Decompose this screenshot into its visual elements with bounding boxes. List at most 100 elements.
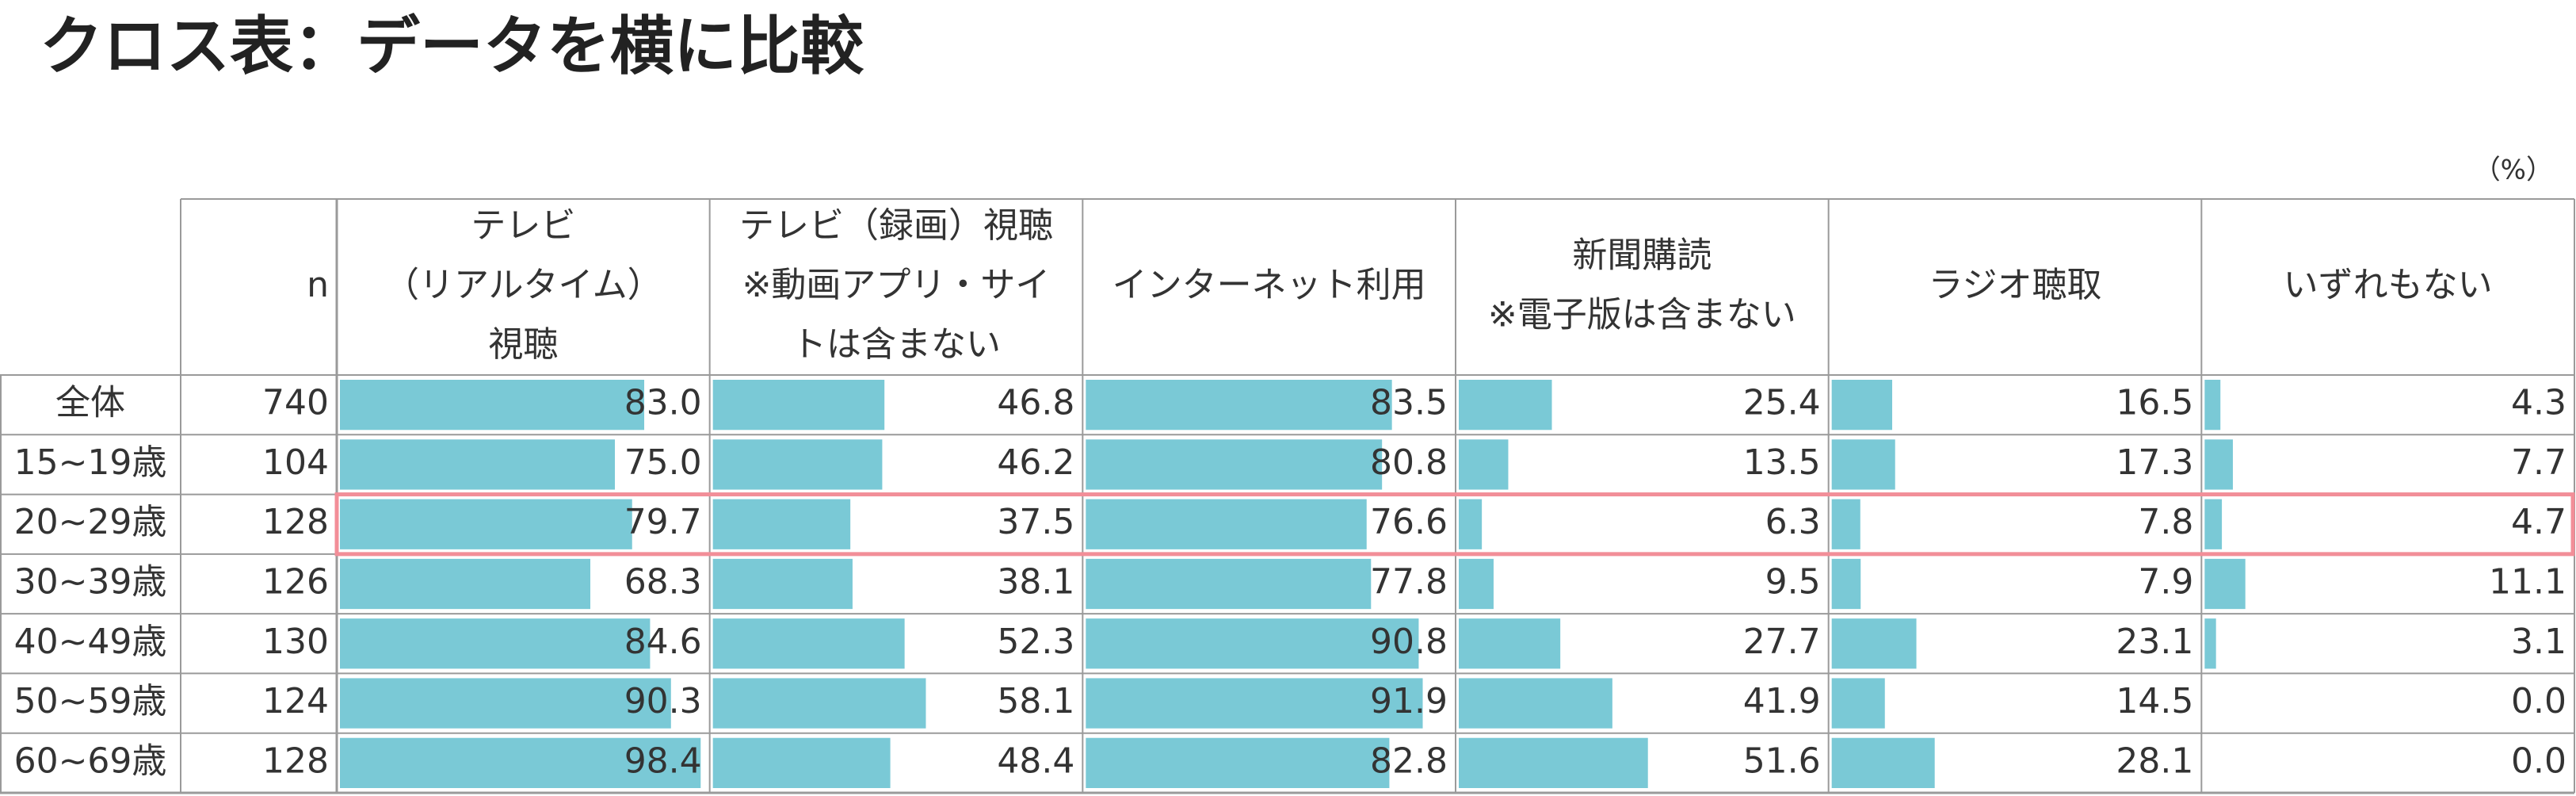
row-label: 50~59歳 <box>14 681 167 721</box>
bar <box>712 499 851 549</box>
column-header: 視聴 <box>488 324 558 365</box>
cell-value: 13.5 <box>1743 442 1821 483</box>
bar <box>1086 737 1390 788</box>
bar <box>2204 439 2233 490</box>
bar <box>1831 737 1935 788</box>
column-header: テレビ（録画）視聴 <box>739 205 1053 246</box>
bar <box>1459 678 1612 729</box>
cell-value: 76.6 <box>1370 502 1448 542</box>
bar <box>1086 439 1383 490</box>
bar <box>2204 499 2223 549</box>
row-n: 740 <box>262 383 329 423</box>
bar <box>712 558 853 610</box>
bar <box>1086 380 1392 431</box>
bar <box>1831 499 1860 549</box>
column-header: ※電子版は含まない <box>1488 295 1796 335</box>
cell-value: 80.8 <box>1370 442 1448 483</box>
cell-value: 75.0 <box>624 442 702 483</box>
unit-label: （%） <box>2474 155 2553 186</box>
bar <box>340 499 632 549</box>
bar <box>712 678 926 729</box>
cell-value: 16.5 <box>2116 383 2193 423</box>
cell-value: 77.8 <box>1370 562 1448 603</box>
bar <box>1831 618 1917 669</box>
row-label: 40~49歳 <box>14 622 167 662</box>
column-header: （リアルタイム） <box>384 265 662 305</box>
row-highlight <box>334 492 2575 557</box>
cell-value: 51.6 <box>1743 741 1821 781</box>
page-title: クロス表：データを横に比較 <box>40 10 864 83</box>
cell-value: 82.8 <box>1370 741 1448 781</box>
column-header: インターネット利用 <box>1112 265 1426 305</box>
cell-value: 91.9 <box>1370 681 1448 721</box>
cell-value: 25.4 <box>1743 383 1821 423</box>
column-header: トは含まない <box>792 324 1001 365</box>
bar <box>1086 618 1419 669</box>
bar <box>2204 558 2246 610</box>
bar <box>712 380 885 431</box>
cell-value: 90.3 <box>624 681 702 721</box>
cell-value: 4.3 <box>2511 383 2566 423</box>
cell-value: 46.8 <box>997 383 1074 423</box>
column-header: ラジオ聴取 <box>1928 265 2101 305</box>
cell-value: 4.7 <box>2511 502 2566 542</box>
row-n: 126 <box>262 562 329 603</box>
cell-value: 17.3 <box>2116 442 2193 483</box>
bar <box>1831 678 1885 729</box>
cell-value: 84.6 <box>624 622 702 662</box>
bar <box>340 558 591 610</box>
cell-value: 23.1 <box>2116 622 2193 662</box>
bar <box>1086 678 1423 729</box>
cell-value: 38.1 <box>997 562 1074 603</box>
n-header: n <box>307 265 329 305</box>
cell-value: 48.4 <box>997 741 1074 781</box>
bar <box>2204 380 2221 431</box>
column-header: テレビ <box>471 205 575 246</box>
cell-value: 0.0 <box>2511 741 2566 781</box>
bar <box>1459 380 1552 431</box>
row-n: 124 <box>262 681 329 721</box>
cell-value: 0.0 <box>2511 681 2566 721</box>
column-header: 新聞購読 <box>1572 235 1712 276</box>
cell-value: 7.9 <box>2138 562 2193 603</box>
cell-value: 98.4 <box>624 741 702 781</box>
cell-value: 7.8 <box>2138 502 2193 542</box>
bar <box>712 439 883 490</box>
cell-value: 90.8 <box>1370 622 1448 662</box>
bar <box>1459 499 1483 549</box>
column-header: ※動画アプリ・サイ <box>742 265 1051 305</box>
row-label: 20~29歳 <box>14 502 167 542</box>
bar <box>2204 618 2216 669</box>
cell-value: 83.0 <box>624 383 702 423</box>
cell-value: 37.5 <box>997 502 1074 542</box>
bar <box>1459 737 1648 788</box>
cell-value: 68.3 <box>624 562 702 603</box>
bar <box>1086 558 1372 610</box>
cell-value: 41.9 <box>1743 681 1821 721</box>
row-label: 60~69歳 <box>14 741 167 781</box>
row-n: 104 <box>262 442 329 483</box>
bar <box>340 380 645 431</box>
cell-value: 11.1 <box>2489 562 2566 603</box>
cell-value: 7.7 <box>2511 442 2566 483</box>
cell-value: 14.5 <box>2116 681 2193 721</box>
bar <box>1831 558 1861 610</box>
bar <box>340 678 671 729</box>
bar <box>340 737 701 788</box>
bar <box>1086 499 1367 549</box>
cell-value: 79.7 <box>624 502 702 542</box>
cell-value: 6.3 <box>1765 502 1821 542</box>
column-header: いずれもない <box>2284 265 2493 305</box>
row-label: 15~19歳 <box>14 442 167 483</box>
bar <box>1831 439 1895 490</box>
cell-value: 52.3 <box>997 622 1074 662</box>
cell-value: 3.1 <box>2511 622 2566 662</box>
cell-value: 9.5 <box>1765 562 1821 603</box>
cell-value: 46.2 <box>997 442 1074 483</box>
bar <box>1459 439 1509 490</box>
row-n: 128 <box>262 741 329 781</box>
bar <box>712 737 891 788</box>
bar <box>712 618 905 669</box>
cell-value: 28.1 <box>2116 741 2193 781</box>
